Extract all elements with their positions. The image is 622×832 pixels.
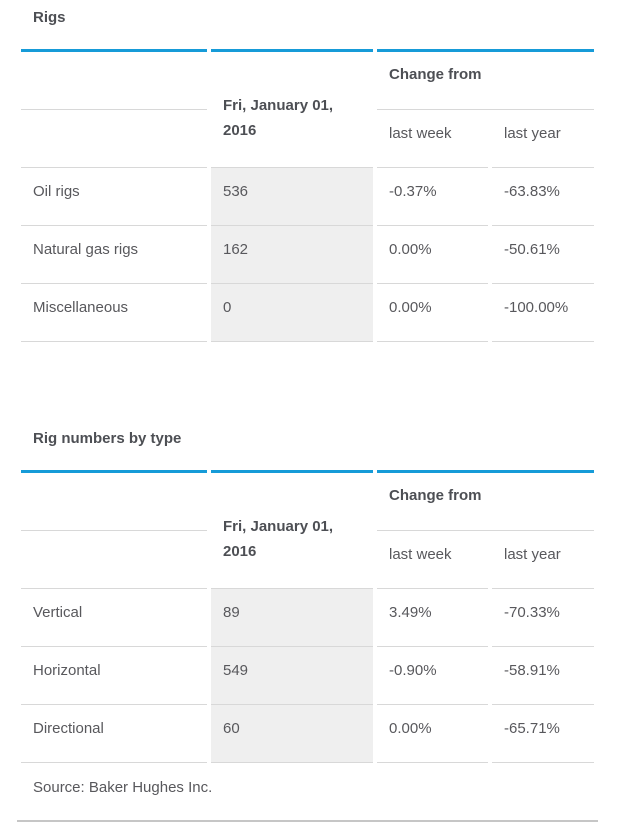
change-last-week: 0.00% (377, 226, 488, 284)
change-last-year: -65.71% (492, 705, 595, 763)
section-title-rigs: Rigs (33, 9, 66, 26)
rigs-table: Fri, January 01, 2016 Change from last w… (17, 49, 598, 342)
row-label: Oil rigs (21, 168, 207, 226)
header-spacer-cell (21, 470, 207, 531)
last-year-column-header: last year (492, 531, 595, 589)
row-value: 536 (211, 168, 373, 226)
last-week-column-header: last week (377, 531, 488, 589)
row-label: Miscellaneous (21, 284, 207, 342)
change-last-week: -0.37% (377, 168, 488, 226)
change-last-year: -100.00% (492, 284, 595, 342)
section-title-rig-numbers-by-type: Rig numbers by type (33, 430, 182, 447)
row-label: Natural gas rigs (21, 226, 207, 284)
row-label: Vertical (21, 589, 207, 647)
last-week-column-header: last week (377, 110, 488, 168)
change-last-week: 0.00% (377, 284, 488, 342)
change-last-year: -63.83% (492, 168, 595, 226)
row-value: 0 (211, 284, 373, 342)
row-value: 60 (211, 705, 373, 763)
header-spacer-cell (21, 531, 207, 589)
change-last-year: -50.61% (492, 226, 595, 284)
change-from-header: Change from (377, 49, 595, 110)
row-value: 89 (211, 589, 373, 647)
date-column-header: Fri, January 01, 2016 (211, 470, 373, 589)
table-row-miscellaneous: Miscellaneous 0 0.00% -100.00% (21, 284, 595, 342)
row-label: Horizontal (21, 647, 207, 705)
change-last-week: 0.00% (377, 705, 488, 763)
rig-numbers-by-type-section: Rig numbers by type Fri, January 01, 201… (17, 429, 605, 763)
change-last-year: -70.33% (492, 589, 595, 647)
date-column-header: Fri, January 01, 2016 (211, 49, 373, 168)
last-year-column-header: last year (492, 110, 595, 168)
change-last-week: 3.49% (377, 589, 488, 647)
table-row-oil-rigs: Oil rigs 536 -0.37% -63.83% (21, 168, 595, 226)
table-row-vertical: Vertical 89 3.49% -70.33% (21, 589, 595, 647)
header-spacer-cell (21, 110, 207, 168)
source-note: Source: Baker Hughes Inc. (33, 779, 213, 796)
rig-types-table: Fri, January 01, 2016 Change from last w… (17, 470, 598, 763)
rigs-section: Rigs Fri, January 01, 2016 Change from l… (17, 8, 605, 342)
change-last-week: -0.90% (377, 647, 488, 705)
row-label: Directional (21, 705, 207, 763)
table-row-directional: Directional 60 0.00% -65.71% (21, 705, 595, 763)
change-last-year: -58.91% (492, 647, 595, 705)
header-spacer-cell (21, 49, 207, 110)
footer-divider (17, 820, 598, 822)
row-value: 549 (211, 647, 373, 705)
table-row-natural-gas-rigs: Natural gas rigs 162 0.00% -50.61% (21, 226, 595, 284)
table-row-horizontal: Horizontal 549 -0.90% -58.91% (21, 647, 595, 705)
row-value: 162 (211, 226, 373, 284)
change-from-header: Change from (377, 470, 595, 531)
